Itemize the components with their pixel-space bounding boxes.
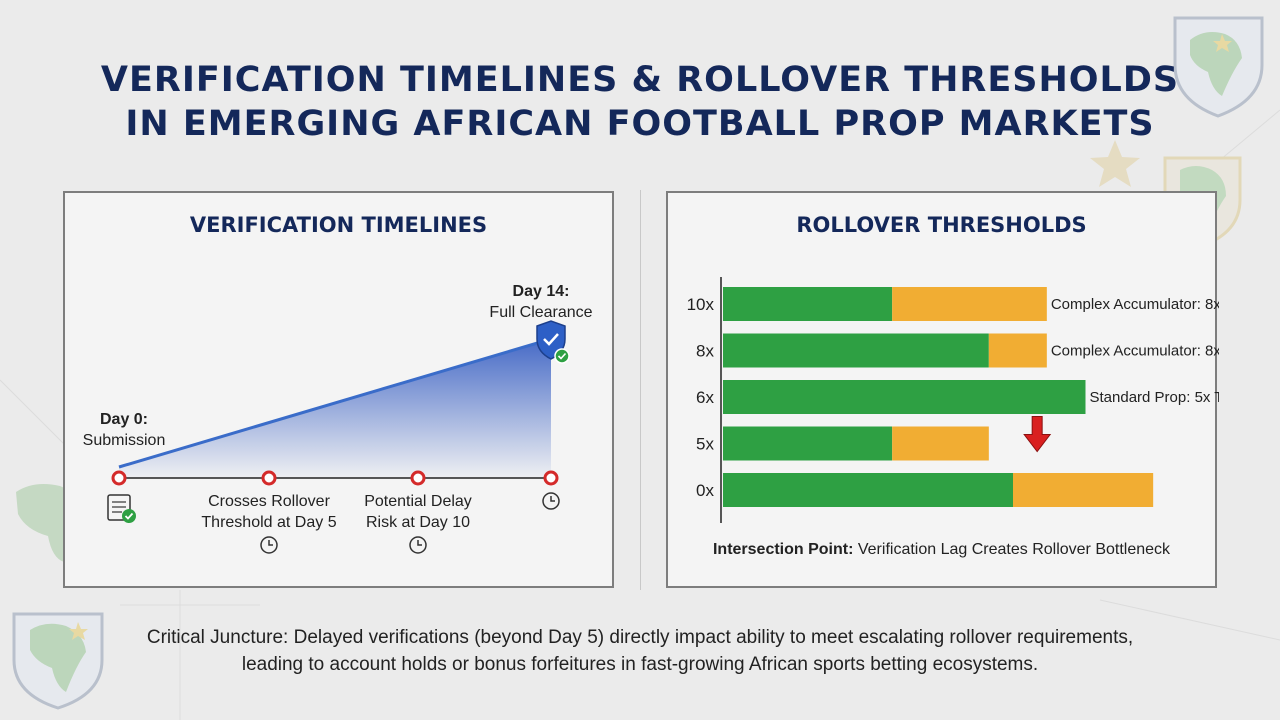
day-10-label-line-1: Potential Delay — [364, 493, 472, 510]
bar-data-label: Complex Accumulator: 8x Threshold — [1051, 343, 1219, 360]
start-milestone-label: Day 0: Submission — [69, 409, 179, 451]
y-tick-label: 8x — [696, 342, 714, 361]
y-tick-label: 5x — [696, 435, 714, 454]
rollover-panel-title: ROLLOVER THRESHOLDS — [796, 213, 1087, 237]
footer-line-1: Critical Juncture: Delayed verifications… — [146, 627, 1134, 648]
timeline-dot-day-0 — [111, 470, 127, 486]
timeline-dot-day-5 — [261, 470, 277, 486]
shield-africa-icon — [1173, 16, 1264, 118]
star-icon — [1090, 140, 1140, 187]
y-tick-label: 0x — [696, 481, 714, 500]
intersection-note-bold: Intersection Point: — [712, 541, 854, 558]
timeline-panel-title: VERIFICATION TIMELINES — [189, 213, 488, 237]
bar-segment-0x-1 — [1013, 473, 1154, 507]
main-title: VERIFICATION TIMELINES & ROLLOVER THRESH… — [0, 58, 1280, 146]
shield-africa-icon — [12, 612, 104, 710]
intersection-note-text: Verification Lag Creates Rollover Bottle… — [853, 541, 1171, 558]
bar-segment-10x-1 — [892, 287, 1047, 321]
day-5-milestone-label: Crosses Rollover Threshold at Day 5 — [189, 491, 349, 533]
intersection-note: Intersection Point: Verification Lag Cre… — [668, 541, 1215, 559]
end-milestone-label: Day 14: Full Clearance — [471, 281, 611, 323]
bar-segment-10x-0 — [723, 287, 893, 321]
document-check-icon — [107, 494, 136, 523]
rollover-bar-chart: 10x Complex Accumulator: 8x Threshold 8x Co… — [687, 277, 1220, 523]
bar-segment-5x-1 — [892, 426, 989, 461]
y-tick-label: 6x — [696, 388, 714, 407]
main-title-line-1: VERIFICATION TIMELINES & ROLLOVER THRESH… — [100, 60, 1180, 100]
bar-data-label: Standard Prop: 5x Threshold — [1090, 389, 1220, 406]
shield-check-icon — [536, 320, 570, 364]
day-10-label-line-2: Risk at Day 10 — [365, 514, 471, 531]
day-5-label-line-2: Threshold at Day 5 — [201, 514, 337, 531]
timeline-dot-day-10 — [410, 470, 426, 486]
day-10-milestone-label: Potential Delay Risk at Day 10 — [338, 491, 498, 533]
rollover-threshold-panel: ROLLOVER THRESHOLDS 10x Complex Accumulat… — [666, 191, 1220, 588]
clock-icon — [260, 536, 278, 554]
clock-icon — [409, 536, 427, 554]
verification-timeline-panel: VERIFICATION TIMELINES — [63, 191, 614, 588]
timeline-graphic — [107, 320, 570, 554]
end-milestone-heading: Day 14: — [512, 283, 570, 300]
timeline-dot-day-14 — [543, 470, 559, 486]
down-arrow-icon — [1023, 416, 1052, 453]
clock-icon — [542, 492, 560, 510]
critical-juncture-footer: Critical Juncture: Delayed verifications… — [0, 624, 1280, 678]
bar-segment-5x-0 — [723, 426, 893, 461]
main-title-line-2: IN EMERGING AFRICAN FOOTBALL PROP MARKET… — [125, 104, 1155, 144]
start-milestone-sub: Submission — [82, 432, 166, 449]
footer-line-2: leading to account holds or bonus forfei… — [241, 654, 1039, 675]
y-tick-label: 10x — [687, 295, 715, 314]
end-milestone-sub: Full Clearance — [489, 304, 593, 321]
panel-divider — [640, 190, 641, 590]
day-5-label-line-1: Crosses Rollover — [208, 493, 330, 510]
timeline-area-fill — [119, 339, 551, 478]
bar-segment-6x-0 — [723, 380, 1086, 414]
bar-segment-0x-0 — [723, 473, 1013, 507]
start-milestone-heading: Day 0: — [99, 411, 149, 428]
bar-segment-8x-1 — [988, 333, 1047, 368]
bar-segment-8x-0 — [723, 333, 989, 368]
bar-data-label: Complex Accumulator: 8x Threshold — [1051, 296, 1219, 313]
timeline-trend-line — [118, 337, 552, 469]
